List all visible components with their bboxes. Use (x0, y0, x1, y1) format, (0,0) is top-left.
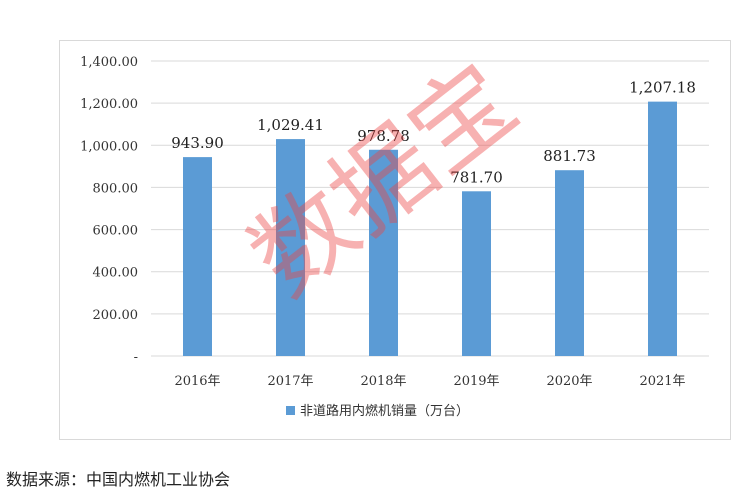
x-tick-label: 2020年 (546, 374, 592, 389)
y-tick-label: 200.00 (93, 308, 139, 323)
legend-swatch (286, 406, 295, 415)
bar (648, 101, 677, 356)
bar-chart: - 200.00 400.00 600.00 800.00 1,000.00 1,200.0… (80, 55, 709, 419)
data-label: 1,207.18 (629, 79, 696, 97)
x-tick-label: 2016年 (174, 374, 220, 389)
data-label: 1,029.41 (257, 116, 324, 134)
x-tick-label: 2021年 (639, 374, 685, 389)
bar (369, 149, 398, 356)
y-tick-label: 400.00 (93, 266, 139, 281)
y-tick-label: 1,400.00 (80, 55, 138, 70)
data-label: 943.90 (171, 134, 224, 152)
bar (276, 139, 305, 356)
source-note: 数据来源：中国内燃机工业协会 (6, 470, 231, 489)
y-tick-label: 600.00 (93, 224, 139, 239)
data-label: 881.73 (543, 147, 596, 165)
data-label: 978.78 (357, 127, 410, 145)
y-tick-label: - (134, 350, 138, 365)
x-tick-label: 2018年 (360, 374, 406, 389)
bar (183, 157, 212, 356)
legend-label: 非道路用内燃机销量（万台） (300, 403, 469, 419)
y-tick-label: 1,200.00 (80, 97, 138, 112)
bar (555, 170, 584, 356)
data-label: 781.70 (450, 168, 503, 186)
x-tick-label: 2019年 (453, 374, 499, 389)
bar (462, 191, 491, 356)
chart-frame: - 200.00 400.00 600.00 800.00 1,000.00 1,200.0… (59, 40, 731, 440)
x-tick-label: 2017年 (267, 374, 313, 389)
y-tick-label: 1,000.00 (80, 139, 138, 154)
y-tick-label: 800.00 (93, 181, 139, 196)
